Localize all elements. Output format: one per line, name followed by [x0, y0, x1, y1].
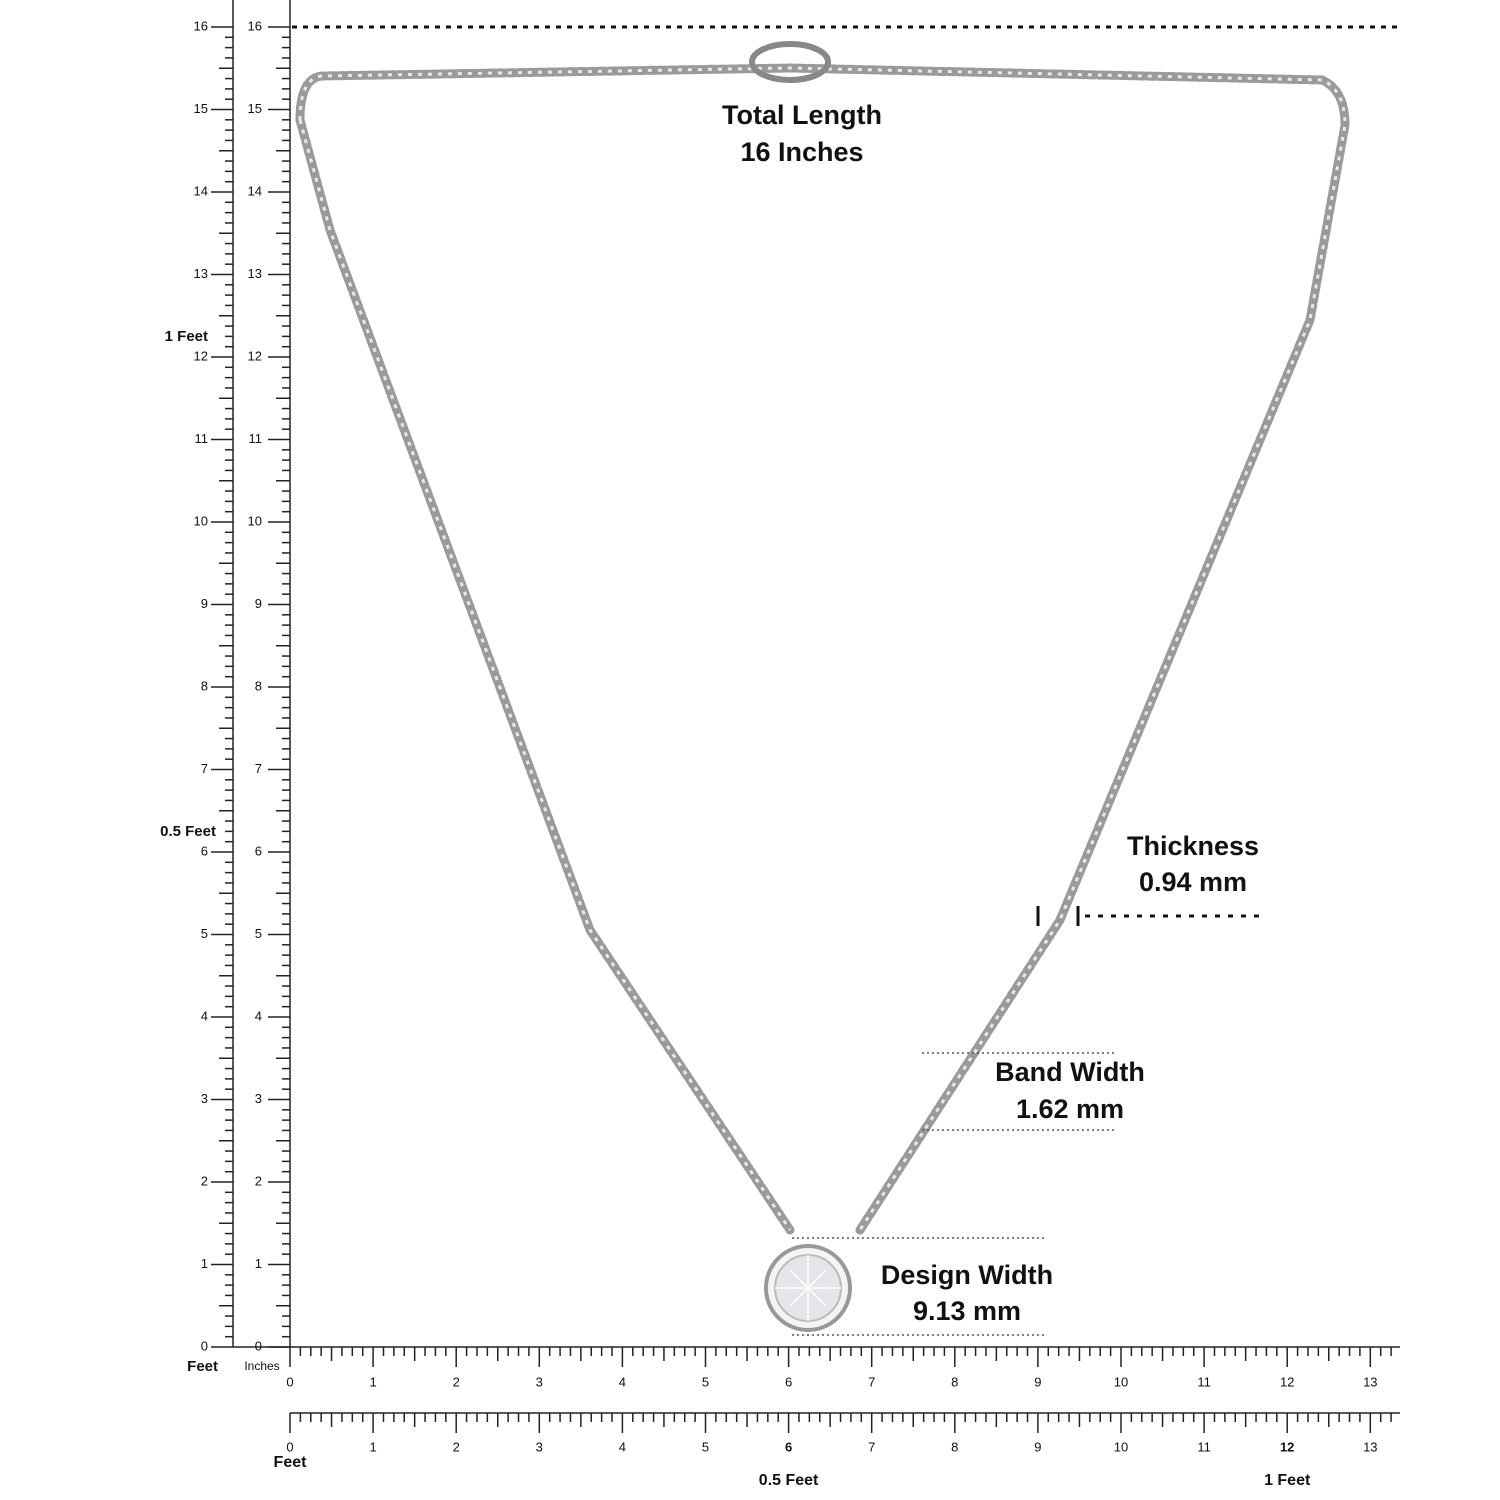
ruler-label: 13: [248, 266, 262, 281]
foot-marker: 0.5 Feet: [160, 823, 216, 840]
ruler-label: 10: [248, 513, 262, 528]
ruler-label: 9: [1034, 1439, 1041, 1454]
ruler-label: 13: [1363, 1439, 1377, 1454]
ruler-label: 10: [194, 513, 208, 528]
ruler-label: 13: [1363, 1374, 1377, 1389]
thickness-title: Thickness: [1127, 831, 1259, 861]
unit-label: Feet: [274, 1454, 308, 1471]
ruler-label: 9: [1034, 1374, 1041, 1389]
ruler-label: 6: [785, 1439, 792, 1454]
ruler-label: 5: [702, 1374, 709, 1389]
ruler-label: 3: [201, 1091, 208, 1106]
ruler-label: 3: [255, 1091, 262, 1106]
ruler-label: 4: [619, 1439, 626, 1454]
ruler-label: 9: [255, 596, 262, 611]
ruler-label: 0: [201, 1338, 208, 1353]
ruler-label: 1: [255, 1256, 262, 1271]
ruler-label: 1: [201, 1256, 208, 1271]
ruler-label: 4: [255, 1008, 262, 1023]
ruler-label: 14: [194, 183, 208, 198]
ruler-label: 1: [369, 1374, 376, 1389]
ruler-label: 13: [194, 266, 208, 281]
ruler-label: 7: [201, 761, 208, 776]
ruler-label: 3: [536, 1439, 543, 1454]
ruler-label: 3: [536, 1374, 543, 1389]
ruler-label: 2: [255, 1173, 262, 1188]
ruler-label: 8: [201, 678, 208, 693]
ruler-label: 7: [868, 1439, 875, 1454]
ruler-label: 0: [255, 1338, 262, 1353]
ruler-label: 11: [1197, 1374, 1211, 1389]
ruler-label: 11: [249, 431, 263, 446]
ruler-label: 5: [702, 1439, 709, 1454]
unit-label: Feet: [187, 1358, 218, 1375]
foot-marker: 1 Feet: [1264, 1472, 1311, 1489]
ruler-label: 6: [201, 843, 208, 858]
ruler-label: 11: [1197, 1439, 1211, 1454]
chain-highlight: [298, 66, 1347, 1231]
ruler-label: 9: [201, 596, 208, 611]
design-width-value: 9.13 mm: [913, 1296, 1021, 1326]
band-width-title: Band Width: [995, 1057, 1145, 1087]
foot-marker: 0.5 Feet: [759, 1472, 819, 1489]
ruler-label: 12: [1280, 1439, 1294, 1454]
ruler-label: 0: [286, 1439, 293, 1454]
ruler-label: 0: [286, 1374, 293, 1389]
band-width-value: 1.62 mm: [1016, 1094, 1124, 1124]
ruler-label: 12: [194, 348, 208, 363]
ruler-label: 10: [1114, 1374, 1128, 1389]
ruler-label: 5: [201, 926, 208, 941]
ruler-label: 8: [951, 1374, 958, 1389]
ruler-label: 1: [369, 1439, 376, 1454]
ruler-label: 8: [255, 678, 262, 693]
ruler-label: 10: [1114, 1439, 1128, 1454]
ruler-label: 16: [194, 18, 208, 33]
ruler-label: 6: [785, 1374, 792, 1389]
ruler-label: 2: [201, 1173, 208, 1188]
clasp: [749, 41, 831, 83]
ruler-label: 12: [248, 348, 262, 363]
ruler-label: 15: [194, 101, 208, 116]
ruler-label: 5: [255, 926, 262, 941]
unit-label: Inches: [244, 1359, 279, 1373]
ruler-label: 16: [248, 18, 262, 33]
ruler-label: 8: [951, 1439, 958, 1454]
ruler-label: 14: [248, 183, 262, 198]
ruler-label: 2: [453, 1374, 460, 1389]
stone-facets: [775, 1255, 841, 1321]
ruler-label: 12: [1280, 1374, 1294, 1389]
total-length-value: 16 Inches: [740, 137, 863, 167]
ruler-label: 15: [248, 101, 262, 116]
thickness-value: 0.94 mm: [1139, 867, 1247, 897]
chain: [295, 63, 1350, 1235]
ruler-label: 4: [201, 1008, 208, 1023]
foot-marker: 1 Feet: [165, 328, 208, 345]
ruler-label: 7: [255, 761, 262, 776]
necklace: [295, 41, 1350, 1332]
total-length-title: Total Length: [722, 100, 882, 130]
measure-guides: [792, 1052, 1115, 1336]
ruler-label: 7: [868, 1374, 875, 1389]
ruler-label: 4: [619, 1374, 626, 1389]
ruler-label: 6: [255, 843, 262, 858]
thickness-marker: [1036, 906, 1265, 926]
ruler-label: 2: [453, 1439, 460, 1454]
ruler-label: 11: [195, 431, 209, 446]
design-width-title: Design Width: [881, 1260, 1053, 1290]
rulers: 0123456789101112131415160123456789101112…: [160, 0, 1400, 1489]
